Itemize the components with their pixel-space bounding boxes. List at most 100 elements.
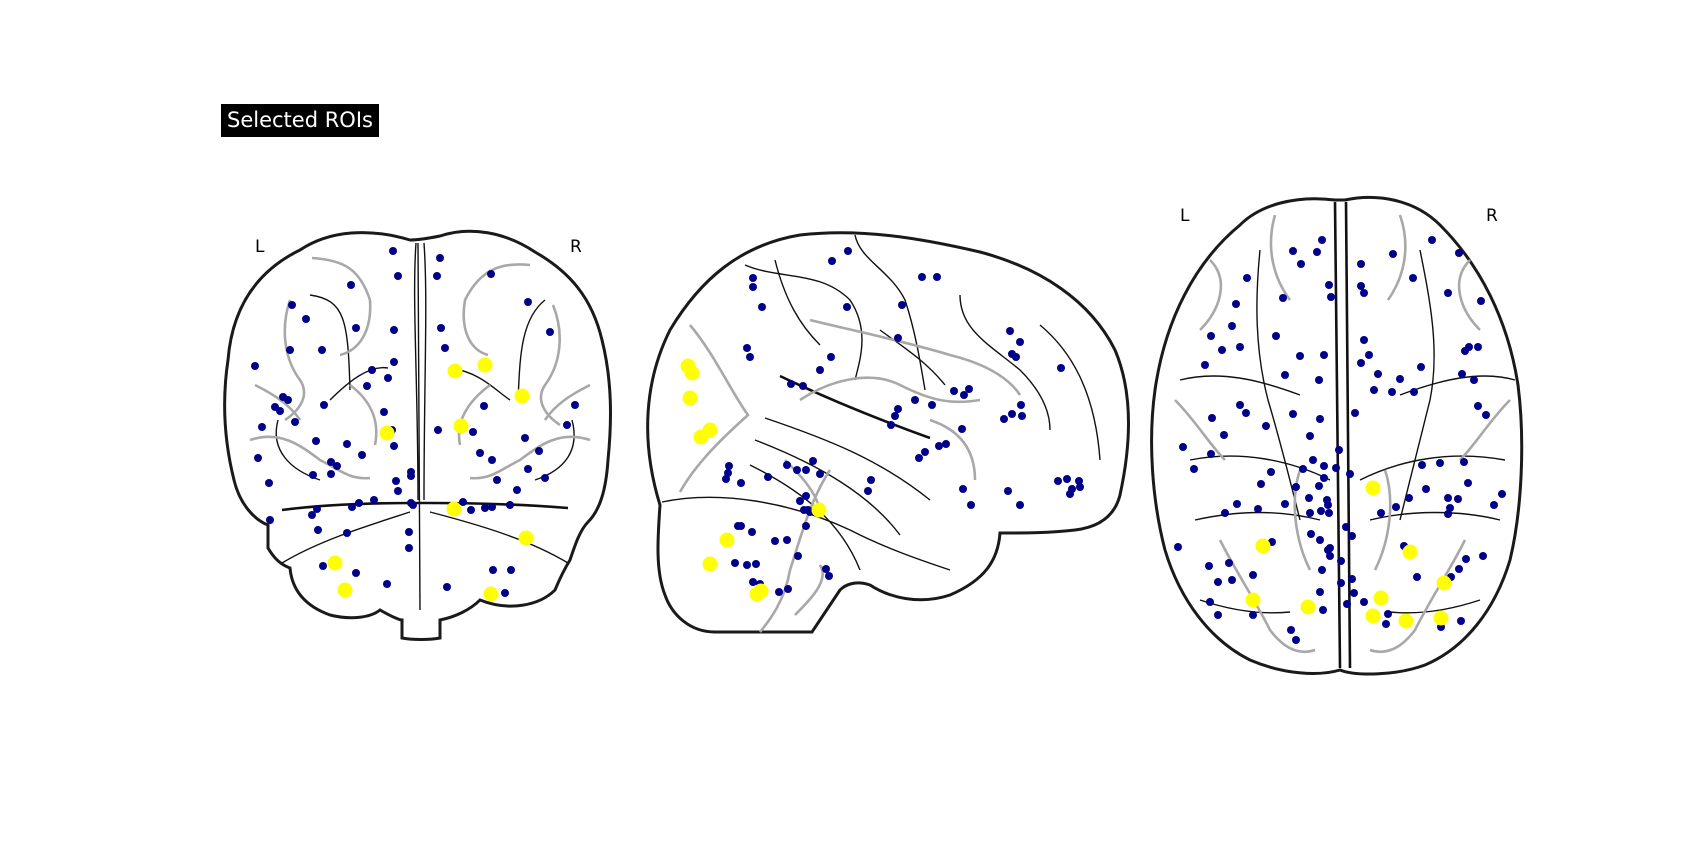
roi-marker <box>1409 274 1417 282</box>
roi-marker <box>1018 412 1026 420</box>
roi-marker <box>1208 414 1216 422</box>
selected-roi-marker <box>1245 592 1261 608</box>
roi-marker <box>1318 566 1326 574</box>
roi-marker <box>1076 483 1084 491</box>
roi-marker <box>1006 327 1014 335</box>
roi-marker <box>314 526 322 534</box>
roi-marker <box>887 421 895 429</box>
roi-marker <box>1332 464 1340 472</box>
roi-marker <box>291 418 299 426</box>
roi-marker <box>284 396 292 404</box>
roi-marker <box>355 499 363 507</box>
roi-marker <box>1360 289 1368 297</box>
roi-marker <box>1179 443 1187 451</box>
roi-marker <box>1436 459 1444 467</box>
roi-marker <box>1455 565 1463 573</box>
roi-marker <box>1313 248 1321 256</box>
roi-marker <box>254 454 262 462</box>
roi-marker <box>1320 474 1328 482</box>
roi-marker <box>942 440 950 448</box>
roi-marker <box>288 301 296 309</box>
roi-marker <box>327 458 335 466</box>
roi-marker <box>1392 503 1400 511</box>
roi-marker <box>489 566 497 574</box>
roi-marker <box>433 272 441 280</box>
roi-marker <box>476 449 484 457</box>
roi-marker <box>302 315 310 323</box>
roi-marker <box>409 501 417 509</box>
roi-marker <box>394 272 402 280</box>
roi-marker <box>488 456 496 464</box>
roi-marker <box>749 578 757 586</box>
selected-roi-marker <box>327 555 343 571</box>
roi-marker <box>1454 495 1462 503</box>
roi-marker <box>959 485 967 493</box>
roi-markers <box>251 236 1506 644</box>
roi-marker <box>1243 274 1251 282</box>
roi-marker <box>1325 281 1333 289</box>
roi-marker <box>1066 490 1074 498</box>
roi-marker <box>493 476 501 484</box>
roi-marker <box>443 583 451 591</box>
roi-marker <box>1249 611 1257 619</box>
roi-marker <box>506 501 514 509</box>
roi-marker <box>1428 236 1436 244</box>
roi-marker <box>843 303 851 311</box>
roi-marker <box>1319 606 1327 614</box>
roi-marker <box>1207 332 1215 340</box>
roi-marker <box>521 434 529 442</box>
roi-marker <box>737 522 745 530</box>
roi-marker <box>796 497 804 505</box>
axial-right-label: R <box>1486 206 1498 226</box>
roi-marker <box>1413 573 1421 581</box>
roi-marker <box>1000 415 1008 423</box>
roi-marker <box>1444 510 1452 518</box>
roi-marker <box>480 402 488 410</box>
roi-marker <box>1418 461 1426 469</box>
roi-marker <box>318 346 326 354</box>
roi-marker <box>1365 351 1373 359</box>
roi-marker <box>1479 552 1487 560</box>
roi-marker <box>1377 509 1385 517</box>
roi-marker <box>1075 477 1083 485</box>
roi-marker <box>799 382 807 390</box>
roi-marker <box>827 353 835 361</box>
roi-marker <box>1190 465 1198 473</box>
selected-roi-marker <box>1365 608 1381 624</box>
roi-marker <box>1370 386 1378 394</box>
roi-marker <box>1405 494 1413 502</box>
roi-marker <box>1337 579 1345 587</box>
roi-marker <box>898 301 906 309</box>
roi-marker <box>748 528 756 536</box>
roi-marker <box>725 462 733 470</box>
roi-marker <box>787 380 795 388</box>
roi-marker <box>1498 490 1506 498</box>
roi-marker <box>1016 501 1024 509</box>
selected-roi-marker <box>1398 613 1414 629</box>
roi-marker <box>251 362 259 370</box>
roi-marker <box>392 477 400 485</box>
roi-marker <box>1346 470 1354 478</box>
roi-marker <box>407 472 415 480</box>
roi-marker <box>809 457 817 465</box>
roi-marker <box>1335 446 1343 454</box>
selected-roi-marker <box>483 586 499 602</box>
roi-marker <box>507 566 515 574</box>
roi-marker <box>1236 401 1244 409</box>
roi-marker <box>467 506 475 514</box>
roi-marker <box>1289 410 1297 418</box>
roi-marker <box>1279 294 1287 302</box>
roi-marker <box>286 346 294 354</box>
roi-marker <box>1348 575 1356 583</box>
roi-marker <box>1389 250 1397 258</box>
roi-marker <box>918 273 926 281</box>
roi-marker <box>743 344 751 352</box>
roi-marker <box>312 437 320 445</box>
roi-marker <box>1287 626 1295 634</box>
roi-marker <box>950 387 958 395</box>
roi-marker <box>481 504 489 512</box>
roi-marker <box>867 476 875 484</box>
selected-roi-marker <box>702 556 718 572</box>
roi-marker <box>784 585 792 593</box>
roi-marker <box>1305 494 1313 502</box>
